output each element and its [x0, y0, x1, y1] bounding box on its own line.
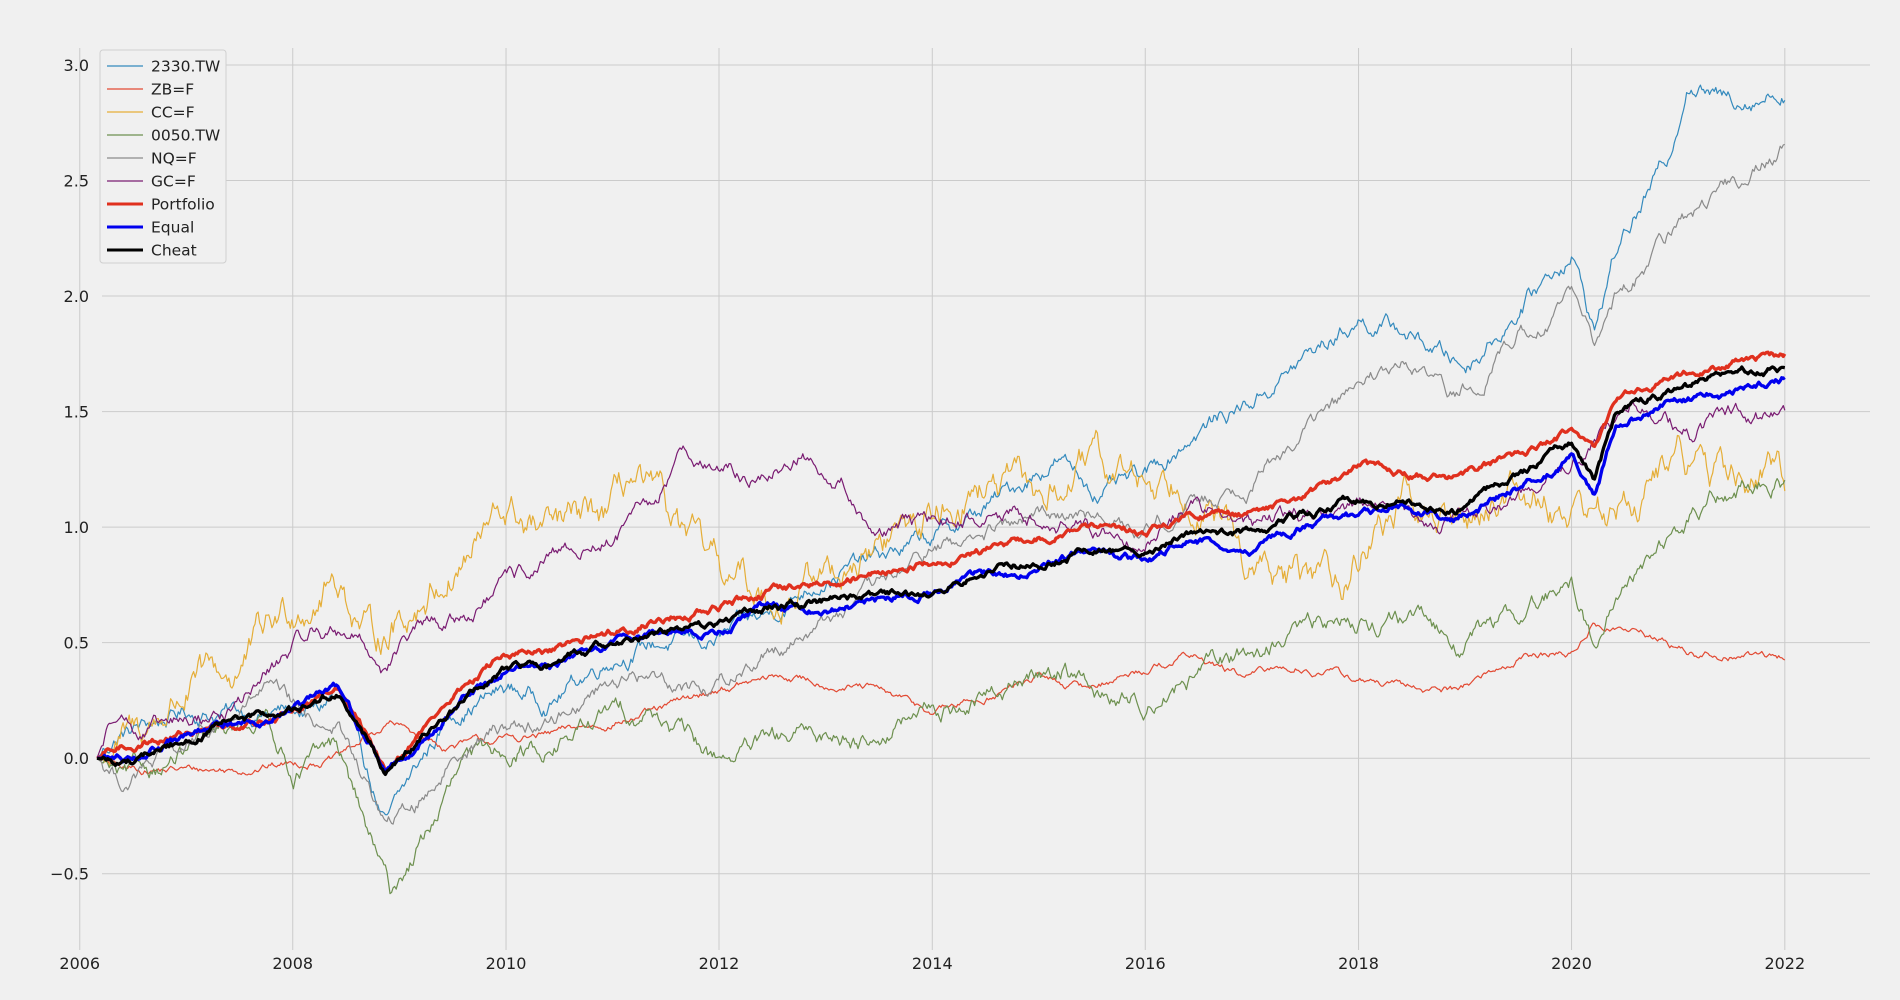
x-tick-label: 2010 [486, 954, 527, 973]
y-tick-label: −0.5 [50, 865, 89, 884]
legend-label: ZB=F [151, 81, 194, 99]
x-axis-tick-labels: 2006 2008 2010 2012 2014 2016 2018 2020 2022 [59, 954, 1805, 973]
legend-box [99, 49, 227, 264]
x-tick-label: 2018 [1338, 954, 1379, 973]
legend-label: GC=F [151, 173, 196, 191]
legend-label: CC=F [151, 104, 195, 122]
legend-label: Equal [151, 219, 194, 237]
series-line-Cheat [96, 365, 1786, 777]
legend-label: 2330.TW [151, 58, 220, 76]
y-tick-label: 2.0 [64, 287, 89, 306]
x-tick-label: 2020 [1551, 954, 1592, 973]
y-axis-tick-labels: −0.5 0.0 0.5 1.0 1.5 2.0 2.5 3.0 [50, 56, 89, 884]
legend-label: 0050.TW [151, 127, 220, 145]
x-tick-label: 2006 [59, 954, 100, 973]
series-line-ZB=F [96, 622, 1786, 776]
x-tick-label: 2014 [912, 954, 953, 973]
legend-label: NQ=F [151, 150, 197, 168]
y-tick-label: 1.5 [64, 403, 89, 422]
x-tick-label: 2012 [699, 954, 740, 973]
series-layer [96, 84, 1787, 895]
y-tick-label: 2.5 [64, 172, 89, 191]
x-tick-label: 2016 [1125, 954, 1166, 973]
y-tick-label: 0.5 [64, 634, 89, 653]
x-tick-label: 2008 [272, 954, 313, 973]
legend-label: Portfolio [151, 196, 215, 214]
series-line-NQ=F [96, 143, 1785, 825]
x-tick-label: 2022 [1764, 954, 1805, 973]
legend: 2330.TW ZB=F CC=F 0050.TW NQ=F GC=F Portfolio E… [99, 49, 227, 264]
y-tick-label: 3.0 [64, 56, 89, 75]
series-line-CC=F [96, 429, 1786, 767]
y-tick-label: 1.0 [64, 518, 89, 537]
series-line-GC=F [96, 401, 1786, 759]
legend-label: Cheat [151, 242, 197, 260]
y-tick-label: 0.0 [64, 749, 89, 768]
series-line-2330.TW [96, 84, 1786, 816]
series-line-0050.TW [96, 478, 1786, 895]
